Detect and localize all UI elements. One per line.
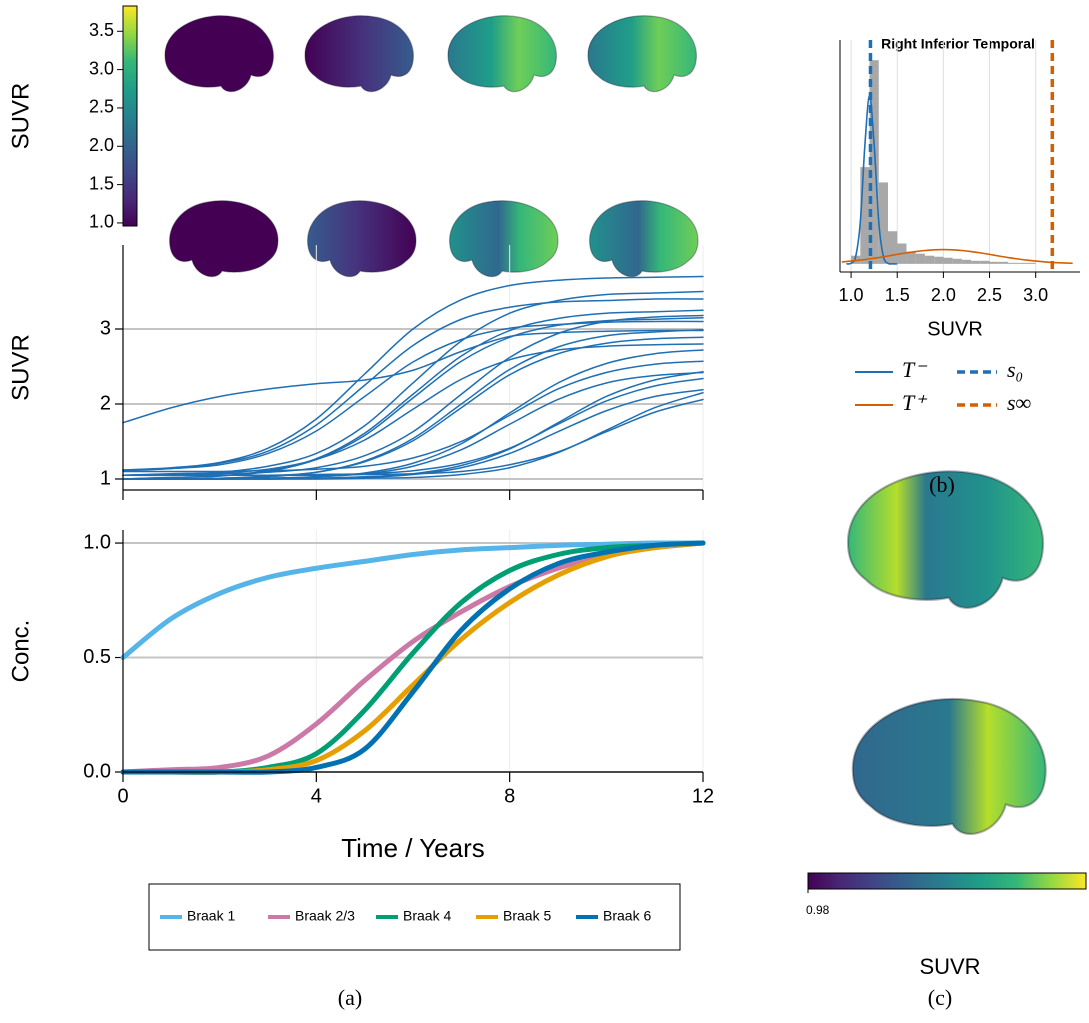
legend: Braak 1 Braak 2/3 Braak 4 Braak 5 Braak 6 — [148, 883, 681, 951]
histogram-bar — [888, 231, 898, 264]
histogram-bar — [961, 259, 972, 264]
line — [122, 298, 704, 471]
legend-label: Braak 6 — [603, 908, 651, 924]
line — [122, 328, 704, 480]
legend-label: Braak 4 — [403, 908, 451, 924]
legend-label: Braak 2/3 — [295, 908, 355, 924]
colorbar-tick-label: 2.5 — [89, 97, 114, 117]
x-tick-label: 2.0 — [931, 285, 956, 305]
brain — [304, 15, 414, 93]
chart-title: Right Inferior Temporal — [881, 36, 1035, 52]
histogram-bar — [934, 256, 944, 264]
brain — [589, 200, 699, 278]
legend-label: T⁺ — [902, 390, 928, 415]
histogram-bar — [1008, 262, 1018, 264]
histogram-bar — [851, 255, 861, 264]
line — [122, 360, 704, 473]
colorbar-tick-label: 3.0 — [89, 58, 114, 78]
caption: (a) — [338, 985, 362, 1010]
caption: (c) — [928, 985, 952, 1010]
x-tick-label: 1.5 — [885, 285, 910, 305]
y-tick-label: 3 — [100, 317, 111, 339]
histogram-bar — [998, 261, 1008, 264]
histogram-bar — [869, 60, 879, 264]
line — [120, 540, 706, 661]
histogram-bar — [1017, 262, 1027, 264]
histogram-bar — [1026, 262, 1036, 264]
legend-label: T⁻ — [902, 357, 928, 382]
colorbar — [122, 5, 138, 227]
line — [122, 290, 704, 476]
histogram-bar — [906, 251, 916, 264]
brain — [449, 200, 559, 278]
x-axis-label: SUVR — [927, 318, 983, 340]
colorbar — [807, 872, 1087, 890]
x-tick-label: 4 — [311, 785, 322, 807]
colorbar-tick-label: 2.0 — [89, 135, 114, 155]
legend-label: Braak 5 — [503, 908, 551, 924]
histogram-bar — [943, 257, 953, 264]
y-tick-label: 2 — [100, 392, 111, 414]
line — [122, 309, 704, 480]
brain — [447, 15, 557, 93]
caption: (b) — [929, 472, 955, 497]
colorbar-tick-label: 0.98 — [806, 903, 830, 917]
x-tick-label: 3.0 — [1023, 285, 1048, 305]
brain — [851, 697, 1047, 836]
y-tick-label: 0.0 — [83, 760, 111, 782]
histogram-bar — [878, 182, 888, 264]
line — [122, 320, 704, 472]
line — [122, 314, 704, 477]
line — [122, 329, 704, 424]
y-axis-label: SUVR — [7, 334, 34, 401]
x-tick-label: 1.0 — [839, 285, 864, 305]
legend-label: Braak 1 — [187, 908, 235, 924]
brain — [169, 200, 279, 278]
legend-label: s∞ — [1007, 390, 1032, 415]
line — [122, 398, 704, 477]
y-tick-label: 1.0 — [83, 531, 111, 553]
line — [122, 349, 704, 480]
y-axis-label: Conc. — [7, 620, 34, 683]
brain-renderings — [164, 15, 1047, 836]
y-tick-label: 1 — [100, 467, 111, 489]
brain — [587, 15, 697, 93]
x-axis-label: Time / Years — [341, 833, 485, 863]
histogram-bar — [952, 258, 962, 264]
histogram-bar — [971, 260, 981, 264]
colorbar-label: SUVR — [919, 954, 980, 979]
histogram-bar — [980, 260, 990, 264]
histogram-bar — [915, 253, 925, 264]
brain — [164, 15, 274, 93]
y-tick-label: 0.5 — [83, 646, 111, 668]
x-tick-label: 8 — [504, 785, 515, 807]
colorbar-tick-label: 1.5 — [89, 173, 114, 193]
legend-label: s₀ — [1007, 357, 1023, 382]
histogram-bar — [860, 167, 870, 264]
brain — [307, 200, 417, 278]
colorbar-tick-label: 3.5 — [89, 20, 114, 40]
x-tick-label: 12 — [692, 785, 714, 807]
x-tick-label: 0 — [117, 785, 128, 807]
colorbar-tick-label: 1.0 — [89, 212, 114, 232]
line — [122, 343, 704, 476]
histogram-bar — [924, 255, 935, 264]
histogram-bar — [989, 261, 999, 264]
x-tick-label: 2.5 — [977, 285, 1002, 305]
legend: T⁻ T⁺ s₀ s∞ — [855, 357, 1032, 415]
colorbar-label: SUVR — [7, 83, 34, 150]
density-curve — [841, 248, 1073, 265]
series-group — [122, 275, 704, 480]
